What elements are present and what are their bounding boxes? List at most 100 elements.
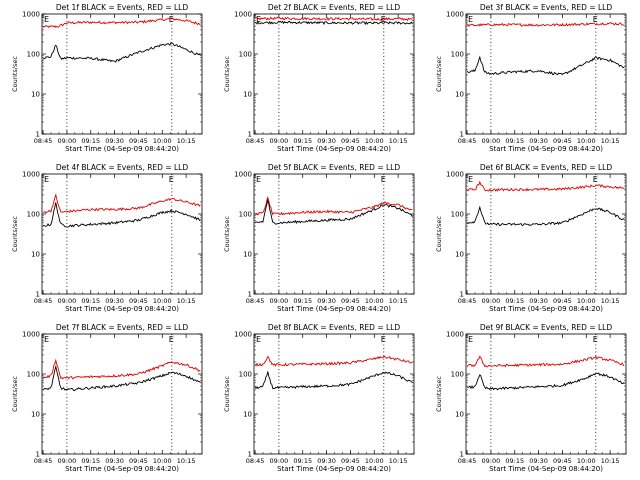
chart-panel-5: Det 5f BLACK = Events, RED = LLD 1 10 100 10… [223, 163, 415, 313]
event-marker-e: E [169, 175, 174, 184]
lld-series-line [42, 193, 201, 214]
events-series-line [466, 55, 625, 76]
lld-series-line [254, 16, 413, 22]
x-tick-label: 10:15 [389, 297, 408, 305]
x-tick-label: 10:15 [177, 457, 196, 465]
y-tick-label: 1000 [234, 11, 252, 19]
event-marker-e: E [381, 335, 386, 344]
x-axis-label: Start Time (04-Sep-09 08:44:20) [489, 465, 603, 473]
x-tick-label: 10:15 [177, 297, 196, 305]
y-axis-label: Counts/sec [435, 216, 443, 252]
x-tick-label: 08:45 [34, 457, 53, 465]
y-tick-label: 10 [31, 251, 40, 259]
y-tick-label: 1000 [22, 11, 40, 19]
event-marker-e: E [256, 175, 261, 184]
chart-panel-4: Det 4f BLACK = Events, RED = LLD 1 10 100 10… [11, 163, 203, 313]
events-series-line [254, 20, 413, 26]
x-tick-label: 09:45 [129, 457, 148, 465]
chart-panel-6: Det 6f BLACK = Events, RED = LLD 1 10 100 10… [435, 163, 627, 313]
x-tick-label: 09:00 [58, 457, 77, 465]
x-tick-label: 09:45 [553, 297, 572, 305]
y-tick-label: 1000 [234, 331, 252, 339]
x-tick-label: 09:15 [505, 137, 524, 145]
x-tick-label: 08:45 [34, 137, 53, 145]
x-tick-label: 09:30 [529, 297, 548, 305]
x-tick-label: 10:00 [577, 297, 596, 305]
y-tick-label: 10 [455, 251, 464, 259]
lld-series-line [466, 355, 625, 368]
y-tick-label: 100 [27, 211, 40, 219]
y-tick-label: 1 [248, 131, 252, 139]
x-tick-label: 08:45 [34, 297, 53, 305]
lld-series-line [254, 354, 413, 367]
chart-title: Det 3f BLACK = Events, RED = LLD [480, 3, 613, 12]
x-axis-label: Start Time (04-Sep-09 08:44:20) [277, 465, 391, 473]
y-tick-label: 1000 [446, 11, 464, 19]
event-marker-e: E [169, 15, 174, 24]
x-tick-label: 08:45 [458, 457, 477, 465]
x-tick-label: 09:30 [105, 297, 124, 305]
chart-panel-9: Det 9f BLACK = Events, RED = LLD 1 10 100 10… [435, 323, 627, 473]
plot-frame [253, 333, 415, 455]
y-tick-label: 100 [451, 211, 464, 219]
events-series-line [467, 205, 625, 227]
plot-frame [41, 333, 203, 455]
x-tick-label: 09:15 [293, 137, 312, 145]
y-tick-label: 100 [27, 51, 40, 59]
plot-frame [253, 173, 415, 295]
x-tick-label: 09:00 [482, 457, 501, 465]
x-tick-label: 09:00 [482, 137, 501, 145]
plot-frame [253, 13, 415, 135]
y-tick-label: 1 [460, 131, 464, 139]
x-tick-label: 09:30 [529, 457, 548, 465]
chart-panel-2: Det 2f BLACK = Events, RED = LLD 1 10 100 10… [223, 3, 415, 153]
events-series-line [43, 42, 201, 63]
events-series-line [42, 364, 201, 391]
y-axis-label: Counts/sec [223, 56, 231, 92]
y-axis-label: Counts/sec [11, 56, 19, 92]
chart-title: Det 6f BLACK = Events, RED = LLD [480, 163, 613, 172]
x-tick-label: 09:30 [317, 297, 336, 305]
y-tick-label: 100 [239, 211, 252, 219]
x-tick-label: 10:00 [153, 457, 172, 465]
event-marker-e: E [44, 175, 49, 184]
x-tick-label: 09:45 [553, 137, 572, 145]
x-tick-label: 08:45 [246, 457, 265, 465]
x-tick-label: 09:45 [553, 457, 572, 465]
plot-frame [41, 173, 203, 295]
chart-title: Det 2f BLACK = Events, RED = LLD [268, 3, 401, 12]
x-tick-label: 09:15 [81, 297, 100, 305]
x-tick-label: 09:00 [482, 297, 501, 305]
x-axis-label: Start Time (04-Sep-09 08:44:20) [65, 305, 179, 313]
y-tick-label: 1 [36, 131, 40, 139]
x-tick-label: 09:45 [341, 137, 360, 145]
x-axis-label: Start Time (04-Sep-09 08:44:20) [489, 145, 603, 153]
events-series-line [43, 202, 201, 228]
y-tick-label: 1000 [446, 331, 464, 339]
x-tick-label: 09:00 [270, 137, 289, 145]
x-tick-label: 09:15 [293, 457, 312, 465]
x-tick-label: 09:45 [129, 297, 148, 305]
y-axis-label: Counts/sec [223, 376, 231, 412]
lld-series-line [42, 358, 201, 380]
y-tick-label: 1000 [446, 171, 464, 179]
event-marker-e: E [44, 335, 49, 344]
y-tick-label: 100 [27, 371, 40, 379]
events-series-line [466, 372, 625, 391]
lld-series-line [466, 22, 625, 28]
y-tick-label: 10 [455, 411, 464, 419]
chart-title: Det 4f BLACK = Events, RED = LLD [56, 163, 189, 172]
y-tick-label: 1 [460, 451, 464, 459]
y-tick-label: 1 [248, 451, 252, 459]
x-tick-label: 09:15 [293, 297, 312, 305]
y-tick-label: 10 [31, 411, 40, 419]
x-tick-label: 10:00 [577, 457, 596, 465]
x-axis-label: Start Time (04-Sep-09 08:44:20) [277, 145, 391, 153]
x-tick-label: 09:45 [341, 457, 360, 465]
chart-panel-1: Det 1f BLACK = Events, RED = LLD 1 10 100 10… [11, 3, 203, 153]
y-tick-label: 100 [451, 51, 464, 59]
lld-series-line [42, 17, 201, 29]
x-tick-label: 10:00 [365, 137, 384, 145]
x-tick-label: 09:00 [58, 297, 77, 305]
